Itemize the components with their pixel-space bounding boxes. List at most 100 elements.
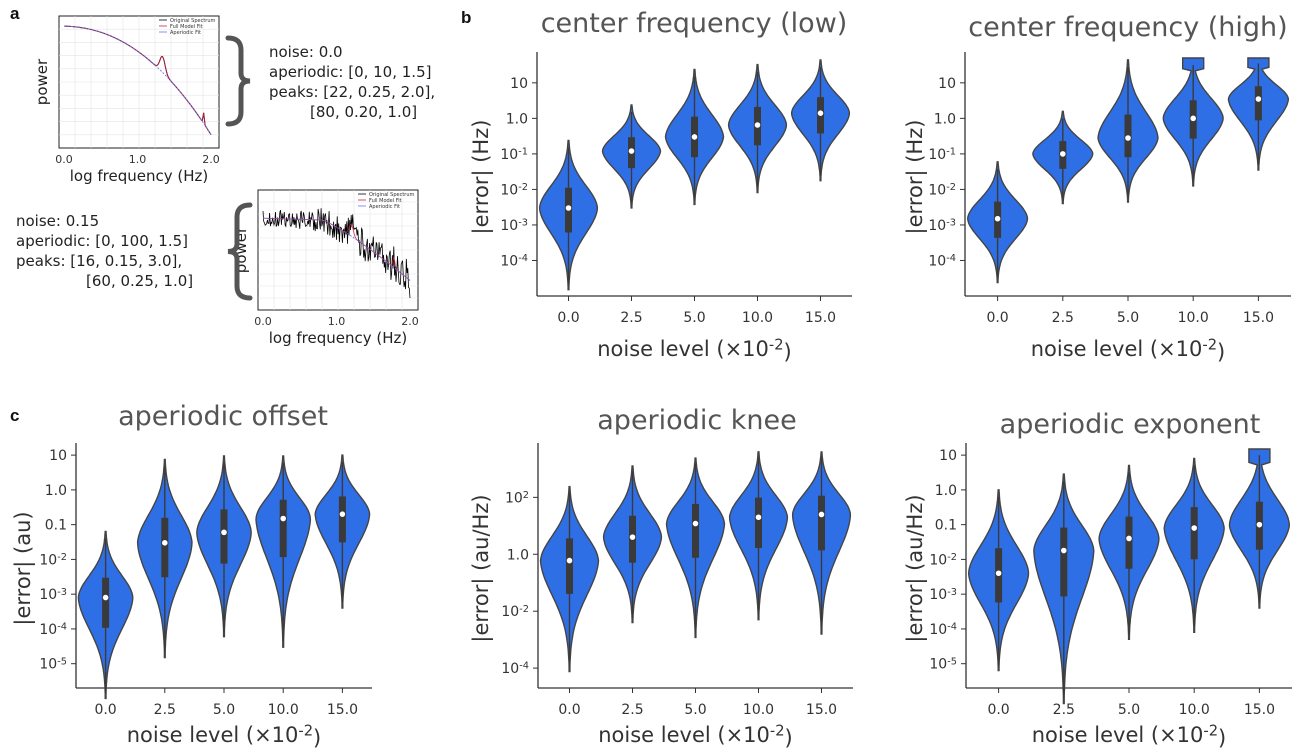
x-tick-label: 2.0 [401, 315, 419, 328]
aperiodic-fit-line [263, 217, 411, 281]
violin-box [566, 538, 573, 594]
x-tick-label: 15.0 [805, 310, 836, 326]
violin-median [628, 533, 637, 541]
violin-median [817, 510, 826, 519]
y-tick-label: 10-4 [39, 622, 67, 638]
x-tick-label: 10.0 [743, 702, 774, 718]
x-tick-label: 0.0 [986, 310, 1008, 326]
y-tick-label: 10-4 [500, 253, 528, 269]
y-tick-label: 10-3 [929, 587, 957, 603]
y-tick-label: 10-2 [500, 182, 528, 198]
x-tick-label: 2.0 [202, 153, 220, 166]
y-axis-label: |error| (au/Hz) [903, 494, 928, 642]
x-tick-label: 5.0 [684, 702, 706, 718]
panel-letter-b: b [461, 8, 472, 27]
y-axis-label: |error| (Hz) [903, 120, 928, 235]
param-text-bottom: peaks: [16, 0.15, 3.0], [16, 252, 182, 270]
param-text-top: peaks: [22, 0.25, 2.0], [269, 83, 435, 101]
y-tick-label: 1.0 [507, 547, 529, 563]
y-tick-label: 1.0 [45, 483, 67, 499]
violin-box [1190, 507, 1198, 560]
violin-median [690, 133, 699, 141]
param-text-bottom: noise: 0.15 [16, 212, 99, 230]
violin-box [338, 496, 346, 543]
violin-median [691, 519, 700, 528]
y-tick-label: 102 [505, 490, 529, 506]
x-tick-label: 5.0 [1117, 310, 1139, 326]
y-tick-label: 1.0 [935, 483, 957, 499]
x-tick-label: 0.0 [557, 310, 579, 326]
original-spectrum-line [262, 208, 411, 299]
x-axis-label: noise level (×10-2) [127, 722, 322, 749]
chart-title: aperiodic knee [597, 405, 796, 436]
x-tick-label: 0.0 [94, 702, 116, 718]
violin-median [279, 514, 288, 523]
violin-median [564, 204, 573, 212]
x-axis-label: log frequency (Hz) [70, 167, 209, 185]
x-tick-label: 5.0 [213, 702, 235, 718]
x-tick-label: 5.0 [683, 310, 705, 326]
x-tick-label: 0.0 [254, 315, 272, 328]
x-tick-label: 10.0 [268, 702, 299, 718]
violin-chart-1: center frequency (high) 10-4 10-3 10-2 10-1 1… [903, 12, 1291, 364]
x-tick-label: 5.0 [1118, 702, 1140, 718]
legend-label: Aperiodic Fit [170, 30, 201, 36]
x-tick-label: 15.0 [1243, 310, 1274, 326]
chart-title: center frequency (high) [968, 12, 1287, 43]
violin-box [755, 497, 762, 548]
x-tick-label: 2.5 [154, 702, 176, 718]
y-tick-label: 1.0 [506, 111, 528, 127]
x-tick-label: 0.0 [987, 702, 1009, 718]
violin-median [1059, 150, 1067, 158]
y-tick-label: 10-3 [928, 218, 956, 234]
param-text-bottom: aperiodic: [0, 100, 1.5] [16, 232, 188, 250]
panel-letter-c: c [10, 406, 20, 425]
chart-title: center frequency (low) [541, 8, 848, 39]
y-tick-label: 10-1 [928, 146, 956, 162]
violin-box [102, 577, 110, 628]
violin-median [994, 569, 1003, 578]
violin-chart-0: center frequency (low) 10-4 10-3 10-2 10-1 1.… [469, 8, 852, 364]
violin-box [220, 509, 228, 564]
y-tick-label: 10-5 [39, 656, 67, 672]
x-tick-label: 2.5 [620, 310, 642, 326]
violin-median [101, 593, 110, 602]
param-text-top: [80, 0.20, 1.0] [310, 103, 417, 121]
violin-median [753, 121, 762, 129]
legend-label: Full Model Fit [369, 198, 402, 204]
brace-bottom [227, 202, 253, 301]
panel-letter-a: a [10, 4, 20, 23]
y-tick-label: 10-3 [500, 218, 528, 234]
x-tick-label: 1.0 [129, 153, 147, 166]
param-text-bottom: [60, 0.25, 1.0] [86, 272, 193, 290]
x-tick-label: 10.0 [742, 310, 773, 326]
y-tick-label: 10-2 [928, 182, 956, 198]
y-tick-label: 10-5 [929, 656, 957, 672]
violin-box [818, 495, 825, 551]
violin-chart-2: aperiodic offset 10-5 10-4 10-2 10-3 0.1 1.0 10… [11, 401, 372, 750]
x-tick-label: 0.0 [558, 702, 580, 718]
x-tick-label: 2.5 [621, 702, 643, 718]
legend-label: Full Model Fit [170, 24, 203, 30]
y-tick-label: 10-4 [929, 622, 957, 638]
x-tick-label: 2.5 [1052, 310, 1074, 326]
violin-median [1189, 114, 1197, 123]
y-tick-label: 10 [49, 448, 67, 464]
violin-median [161, 539, 169, 547]
violin-box [279, 499, 287, 558]
violin-median [565, 556, 574, 565]
x-tick-label: 0.0 [55, 153, 73, 166]
x-axis-label: noise level (×10-2) [1031, 336, 1226, 363]
brace-top [225, 35, 251, 127]
y-tick-label: 0.1 [45, 518, 67, 534]
violin-median [993, 214, 1002, 223]
violin-median [1254, 95, 1263, 103]
y-tick-label: 1.0 [934, 111, 956, 127]
violin-median [1190, 524, 1198, 532]
chart-title: aperiodic exponent [1000, 409, 1261, 440]
param-text-top: noise: 0.0 [269, 43, 343, 61]
y-tick-label: 10-3 [39, 587, 67, 603]
x-axis-label: noise level (×10-2) [597, 336, 792, 363]
violin-median [1255, 520, 1264, 529]
